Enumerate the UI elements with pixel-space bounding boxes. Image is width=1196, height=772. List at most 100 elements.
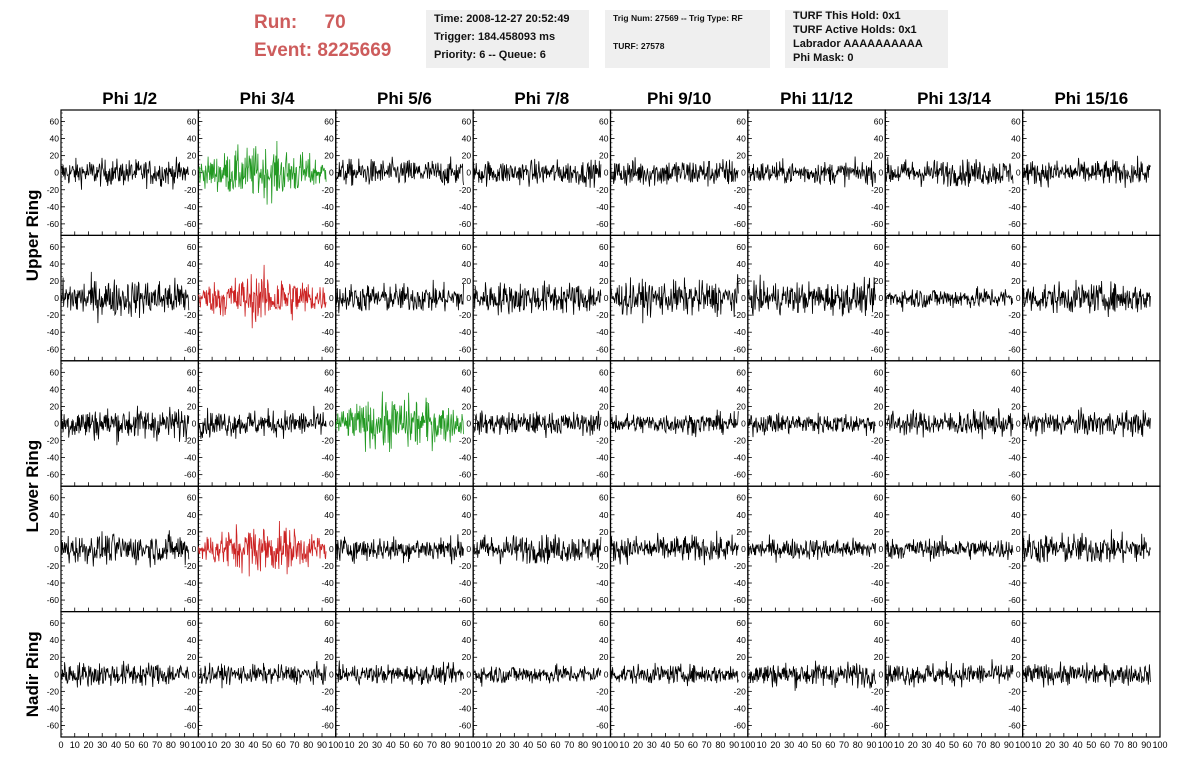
x-tick-label: 20 [908,740,918,750]
y-tick-label: 20 [324,527,334,537]
y-tick-label: 20 [187,527,197,537]
y-tick-label: 0 [192,419,197,429]
y-tick-label: 60 [874,618,884,628]
y-tick-label: -60 [47,344,60,354]
x-tick-label: 30 [97,740,107,750]
y-tick-label: 40 [1011,510,1021,520]
y-tick-label: 40 [462,635,472,645]
y-tick-label: 20 [324,151,334,161]
y-tick-label: 60 [324,117,334,127]
column-header: Phi 7/8 [514,89,569,108]
y-tick-label: 20 [462,527,472,537]
y-tick-label: -40 [459,453,472,463]
y-tick-label: -40 [184,578,197,588]
y-tick-label: 60 [324,618,334,628]
y-tick-label: 0 [329,168,334,178]
y-tick-label: 40 [736,134,746,144]
x-tick-label: 80 [1128,740,1138,750]
y-tick-label: -60 [47,720,60,730]
x-tick-label: 90 [867,740,877,750]
y-tick-label: 40 [1011,635,1021,645]
x-tick-label: 10 [70,740,80,750]
x-tick-label: 70 [839,740,849,750]
y-tick-label: 0 [604,419,609,429]
y-tick-label: 60 [736,117,746,127]
x-tick-label: 70 [564,740,574,750]
y-tick-label: -40 [871,453,884,463]
y-tick-label: 60 [1011,117,1021,127]
x-tick-label: 100 [740,740,755,750]
x-tick-label: 40 [935,740,945,750]
y-tick-label: 20 [50,527,60,537]
y-tick-label: 40 [874,635,884,645]
waveform-trace [335,534,464,565]
waveform-trace [335,391,464,453]
y-tick-label: 20 [874,401,884,411]
waveform-trace [747,534,876,563]
x-tick-label: 20 [633,740,643,750]
x-tick-label: 50 [399,740,409,750]
y-tick-label: 0 [604,669,609,679]
x-tick-label: 60 [138,740,148,750]
x-tick-label: 30 [235,740,245,750]
y-tick-label: -20 [47,561,60,571]
y-tick-label: -20 [596,686,609,696]
y-tick-label: 60 [324,367,334,377]
y-tick-label: -60 [596,344,609,354]
y-tick-label: -60 [871,720,884,730]
y-tick-label: 20 [187,151,197,161]
x-tick-label: 40 [660,740,670,750]
y-tick-label: -40 [871,327,884,337]
y-tick-label: -60 [596,219,609,229]
y-tick-label: 40 [187,259,197,269]
y-tick-label: -60 [184,470,197,480]
y-tick-label: 0 [329,293,334,303]
y-tick-label: 60 [187,242,197,252]
y-tick-label: 20 [462,276,472,286]
waveform-trace [198,140,327,205]
info-turf-hold: TURF This Hold: 0x1 [793,10,901,22]
y-tick-label: -60 [1008,720,1021,730]
y-tick-label: 20 [187,652,197,662]
x-tick-label: 30 [784,740,794,750]
y-tick-label: -60 [184,219,197,229]
info-time: Time: 2008-12-27 20:52:49 [434,13,570,25]
y-tick-label: 20 [324,276,334,286]
y-tick-label: 40 [874,259,884,269]
waveform-trace [610,274,739,324]
y-tick-label: -20 [321,686,334,696]
y-tick-label: 0 [604,168,609,178]
y-tick-label: 20 [50,652,60,662]
info-priority: Priority: 6 -- Queue: 6 [434,49,546,61]
y-tick-label: -20 [596,561,609,571]
y-tick-label: 60 [50,493,60,503]
y-tick-label: 20 [874,276,884,286]
y-tick-label: 20 [736,652,746,662]
y-tick-label: 20 [1011,276,1021,286]
waveform-trace [610,662,739,687]
waveform-trace [472,158,602,188]
y-tick-label: 60 [50,117,60,127]
y-tick-label: 60 [187,618,197,628]
waveform-trace [198,405,327,439]
y-tick-label: -40 [734,703,747,713]
waveform-trace [335,660,464,686]
x-tick-label: 10 [1031,740,1041,750]
y-tick-label: 0 [466,419,471,429]
y-tick-label: -60 [871,344,884,354]
run-label: Run: [254,12,298,33]
x-tick-label: 70 [1114,740,1124,750]
y-tick-label: 60 [50,367,60,377]
x-tick-label: 90 [729,740,739,750]
y-tick-label: 0 [741,168,746,178]
y-tick-label: 0 [466,293,471,303]
y-tick-label: -40 [734,202,747,212]
x-tick-label: 90 [592,740,602,750]
y-tick-label: -60 [734,595,747,605]
y-tick-label: 20 [736,401,746,411]
y-tick-label: 60 [874,117,884,127]
y-tick-label: 0 [329,419,334,429]
y-tick-label: -20 [459,185,472,195]
x-tick-label: 60 [963,740,973,750]
y-tick-label: 20 [874,527,884,537]
